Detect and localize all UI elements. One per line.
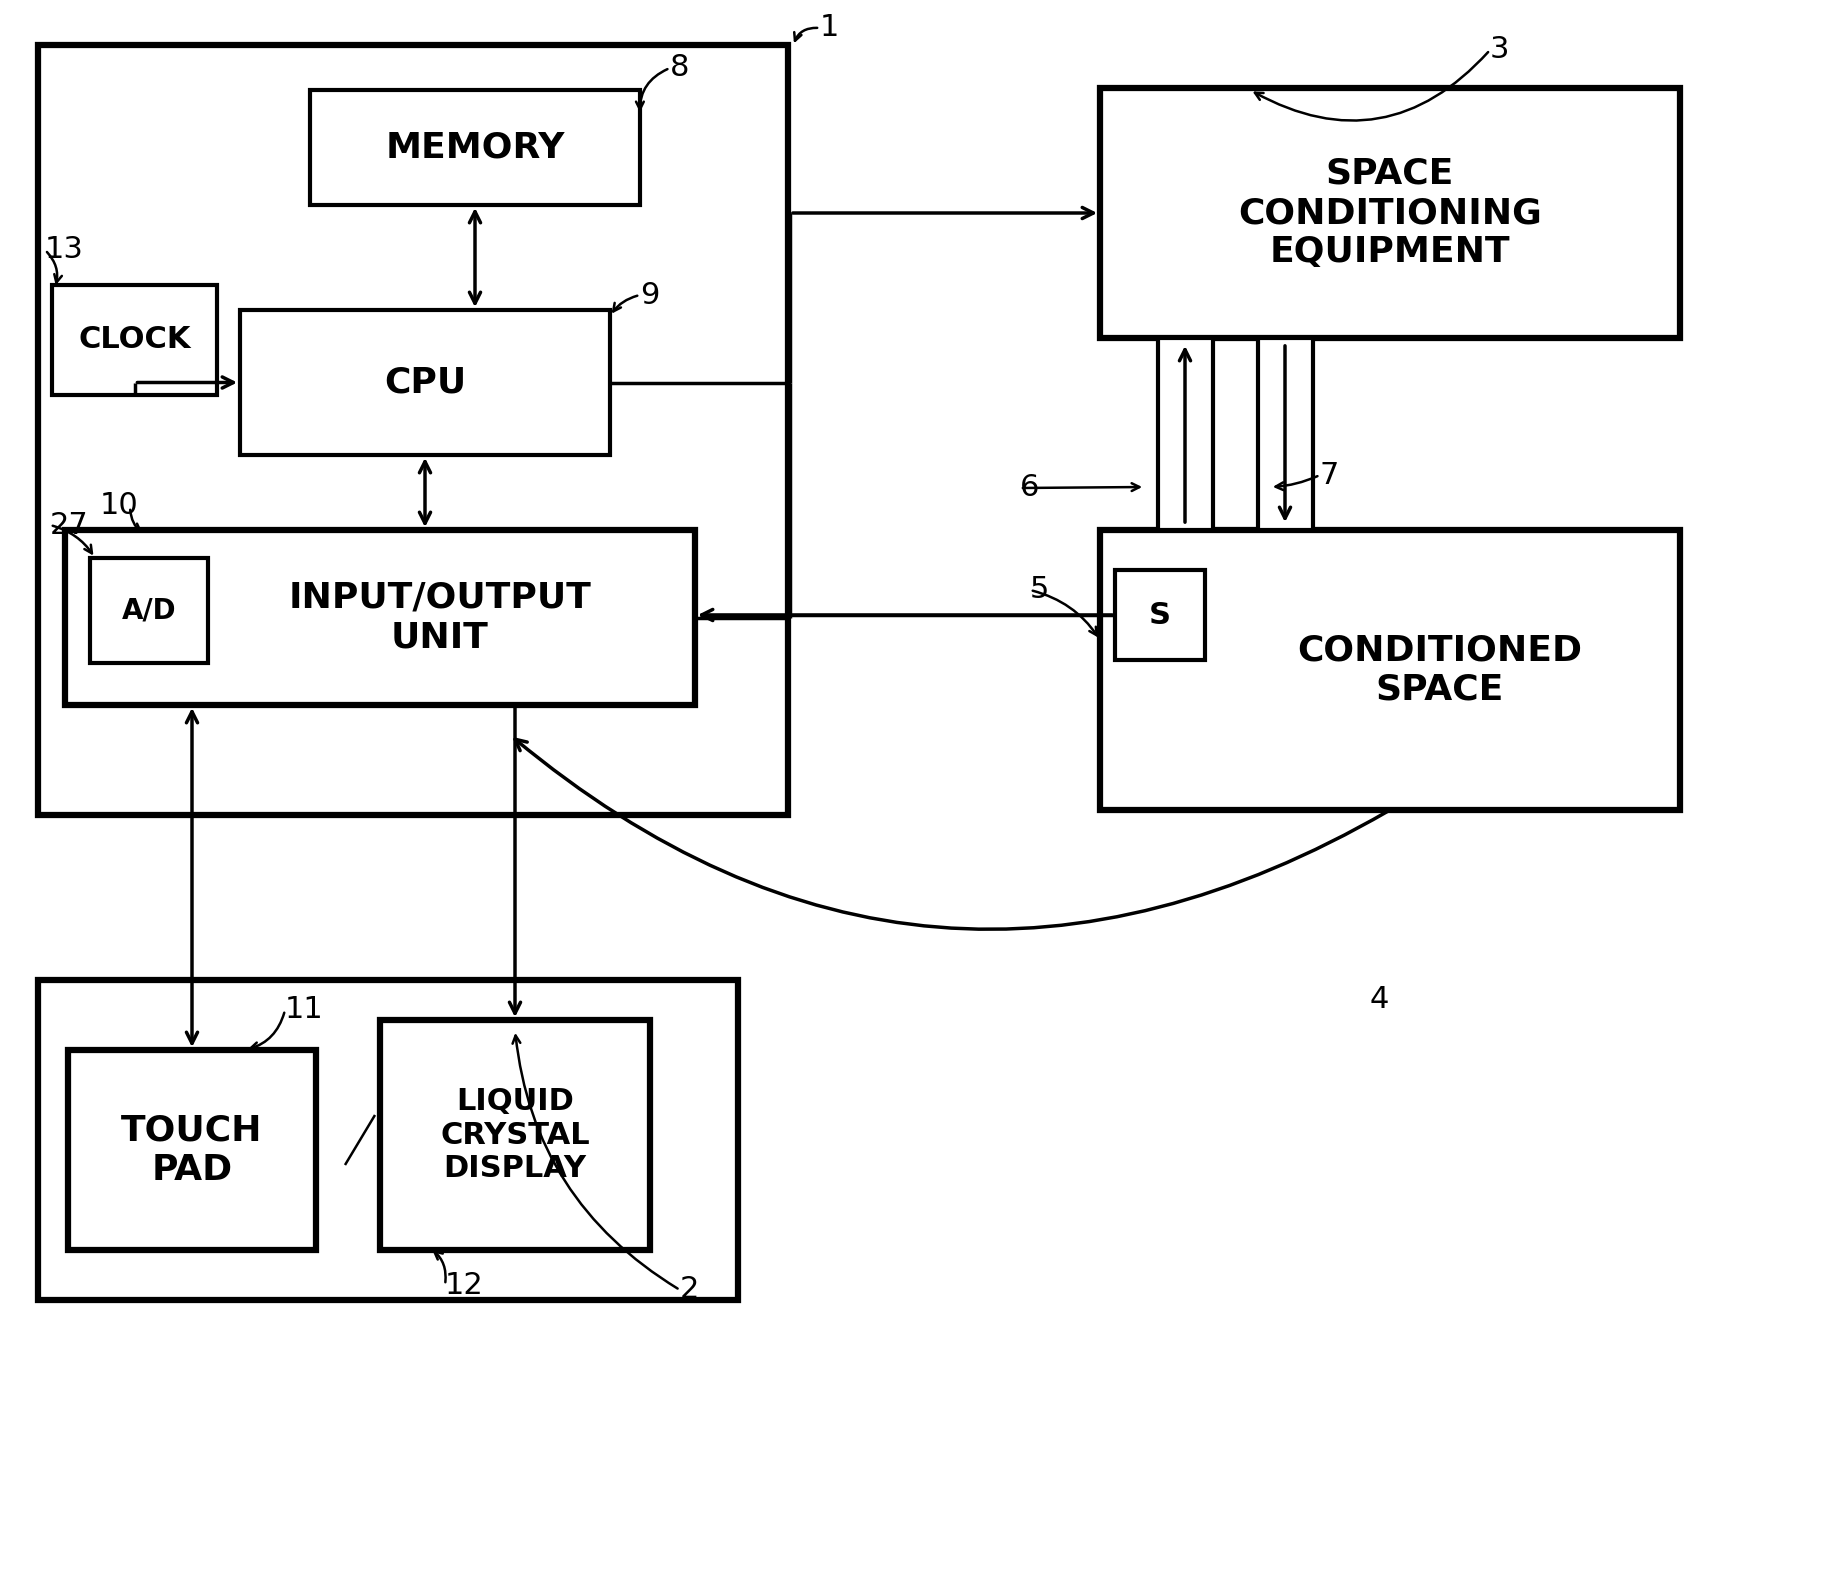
Text: MEMORY: MEMORY	[384, 131, 565, 164]
Text: CLOCK: CLOCK	[79, 325, 191, 355]
Text: 13: 13	[44, 236, 85, 264]
Bar	[1100, 88, 1679, 338]
Text: 27: 27	[50, 511, 88, 540]
Bar	[90, 559, 208, 662]
Text: 4: 4	[1370, 985, 1388, 1014]
Text: TOUCH
PAD: TOUCH PAD	[121, 1113, 263, 1186]
Text: A/D: A/D	[121, 597, 177, 624]
Text: 3: 3	[1490, 35, 1508, 65]
Bar	[39, 981, 737, 1301]
Bar	[1100, 530, 1679, 810]
Text: LIQUID
CRYSTAL
DISPLAY: LIQUID CRYSTAL DISPLAY	[440, 1087, 590, 1183]
Bar	[239, 310, 611, 455]
Bar	[64, 530, 695, 705]
Text: 6: 6	[1019, 473, 1039, 503]
Bar	[309, 91, 640, 205]
Text: SPACE
CONDITIONING
EQUIPMENT: SPACE CONDITIONING EQUIPMENT	[1238, 156, 1541, 269]
Text: CONDITIONED
SPACE: CONDITIONED SPACE	[1296, 634, 1582, 707]
Text: 7: 7	[1319, 460, 1339, 489]
Text: 1: 1	[820, 13, 839, 43]
Bar	[39, 45, 787, 815]
Bar	[1114, 570, 1205, 661]
Text: 10: 10	[99, 490, 138, 519]
Text: 9: 9	[640, 280, 658, 309]
Bar	[381, 1020, 649, 1250]
Text: INPUT/OUTPUT
UNIT: INPUT/OUTPUT UNIT	[289, 581, 590, 654]
Bar	[51, 285, 217, 395]
Text: 12: 12	[445, 1270, 484, 1299]
Text: 2: 2	[680, 1275, 699, 1304]
Bar	[1157, 338, 1212, 530]
Text: 5: 5	[1030, 575, 1048, 605]
Text: 11: 11	[285, 995, 324, 1025]
Text: CPU: CPU	[384, 366, 465, 400]
Text: S: S	[1148, 600, 1170, 629]
Text: 8: 8	[669, 54, 690, 83]
Bar	[68, 1051, 316, 1250]
Bar	[1258, 338, 1313, 530]
